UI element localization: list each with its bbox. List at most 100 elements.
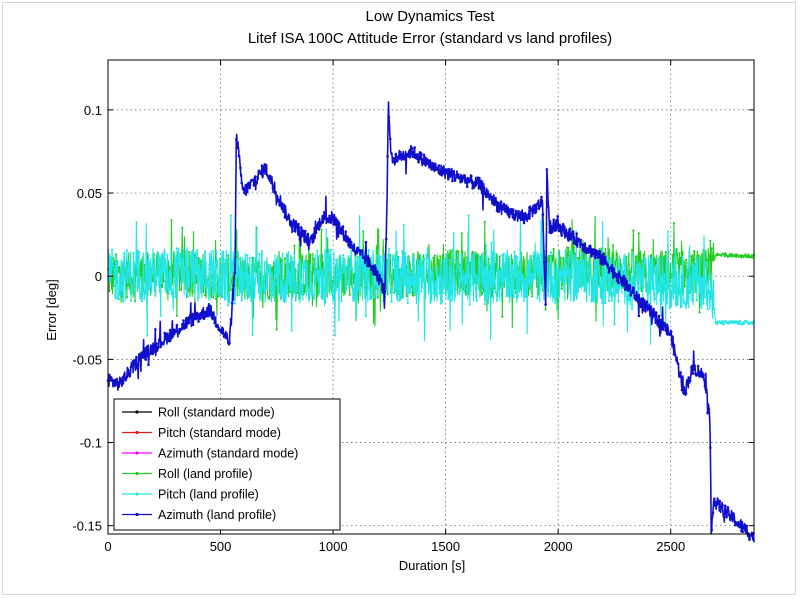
data-point [267,295,270,298]
data-point [269,267,272,270]
data-point [538,204,542,208]
data-point [711,255,715,258]
data-point [424,296,427,299]
data-point [340,299,343,302]
data-point [131,364,134,367]
data-point [695,299,698,302]
data-point [686,378,689,382]
data-point [323,292,326,295]
data-point [587,251,591,254]
data-point [351,246,354,250]
data-point [706,411,709,415]
data-point [187,321,191,325]
data-point [548,254,551,257]
data-point [233,302,236,305]
data-point [367,249,370,252]
data-point [185,317,188,320]
data-point [329,248,332,252]
data-point [167,338,171,341]
data-point [155,342,158,345]
data-point [204,250,207,254]
data-point [676,303,680,306]
data-point [171,335,175,338]
data-point [219,295,222,298]
data-point [404,251,407,255]
data-point [409,291,412,294]
data-point [196,248,199,252]
data-point [248,256,251,259]
data-point [630,307,634,311]
data-point [513,250,516,253]
data-point [521,218,524,222]
data-point [453,179,457,182]
data-point [241,187,245,191]
data-point [165,267,168,270]
data-point [617,300,620,303]
data-point [498,255,501,258]
data-point [536,296,539,300]
data-point [647,292,650,295]
data-point [644,310,647,313]
data-point [237,154,241,158]
data-point [721,320,724,323]
data-point [398,299,401,302]
series-pitch-land-profile [106,212,755,345]
data-point [441,166,445,169]
data-point [254,282,257,285]
data-point [112,284,115,287]
data-point [192,249,195,252]
data-point [271,266,274,269]
data-point [108,373,111,377]
data-point [170,219,173,222]
data-point [653,313,657,317]
data-point [487,293,490,296]
x-tick-label: 2000 [544,539,573,554]
data-point [632,286,635,289]
data-point [267,263,270,267]
data-point [286,292,289,295]
data-point [290,221,294,224]
data-point [352,287,355,290]
data-point [189,261,192,264]
data-point [651,314,654,318]
data-point [599,296,603,299]
data-point [621,272,624,275]
data-point [671,335,674,338]
data-point [370,268,373,272]
data-point [642,298,646,302]
data-point [359,253,362,256]
data-point [524,295,527,298]
data-point [745,320,748,323]
data-point [568,227,572,230]
data-point [350,249,353,253]
legend-label: Roll (land profile) [158,467,252,481]
data-point [652,307,655,311]
data-point [728,321,731,324]
data-point [140,300,143,303]
data-point [363,256,366,260]
data-point [138,251,141,254]
data-point [441,291,444,294]
data-point [364,315,367,318]
data-point [583,244,586,248]
data-point [440,299,443,302]
data-point [368,298,372,301]
data-point [562,257,565,260]
data-point [379,255,382,258]
data-point [506,213,510,216]
data-point [491,201,495,205]
data-point [387,115,391,119]
data-point [648,262,651,265]
data-point [745,524,749,528]
data-point [449,171,453,174]
data-point [528,282,531,285]
data-point [335,258,338,261]
data-point [145,355,149,358]
data-point [256,177,260,180]
data-point [607,271,611,274]
data-point [222,332,226,336]
data-point [720,321,723,324]
data-point [595,270,599,273]
data-point [592,248,596,251]
data-point [638,302,642,306]
